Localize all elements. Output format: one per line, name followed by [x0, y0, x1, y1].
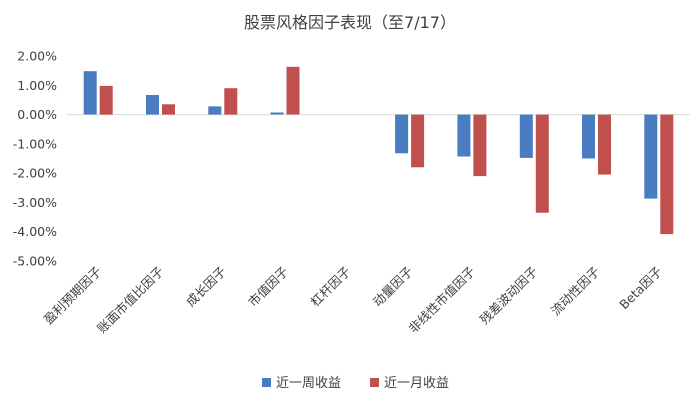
bar-month-7 — [535, 114, 549, 213]
x-category-label: 残差波动因子 — [477, 264, 541, 328]
legend: 近一周收益 近一月收益 — [262, 376, 449, 391]
bar-month-1 — [162, 104, 175, 115]
y-tick-label: -5.00% — [13, 254, 57, 269]
bar-month-2 — [224, 88, 238, 115]
x-category-label: 成长因子 — [183, 264, 229, 310]
x-category-label: Beta因子 — [616, 264, 665, 313]
bar-week-0 — [83, 71, 97, 115]
legend-swatch-month — [370, 378, 379, 387]
bar-week-1 — [146, 95, 159, 115]
x-category-label: 杠杆因子 — [307, 264, 353, 310]
bar-week-6 — [457, 114, 471, 157]
chart-title: 股票风格因子表现（至7/17） — [244, 13, 456, 32]
bar-month-0 — [99, 85, 113, 115]
bar-month-8 — [598, 114, 611, 175]
y-tick-label: 2.00% — [17, 49, 57, 64]
legend-swatch-week — [262, 378, 271, 387]
bars-group — [83, 66, 674, 235]
bar-week-8 — [582, 114, 595, 159]
y-tick-label: 0.00% — [17, 107, 57, 122]
y-tick-label: -3.00% — [13, 195, 57, 210]
x-category-label: 市值因子 — [245, 264, 291, 310]
bar-week-9 — [644, 114, 658, 199]
legend-label-month: 近一月收益 — [384, 376, 449, 391]
bar-month-3 — [286, 66, 300, 115]
bar-month-9 — [660, 114, 674, 235]
x-category-label: 流动性因子 — [548, 264, 603, 319]
bar-week-5 — [395, 114, 409, 154]
y-tick-label: -2.00% — [13, 166, 57, 181]
bar-week-7 — [519, 114, 533, 158]
x-category-label: 账面市值比因子 — [94, 264, 166, 336]
bar-month-5 — [411, 114, 425, 168]
x-category-label: 非线性市值因子 — [406, 264, 478, 336]
x-category-label: 动量因子 — [370, 264, 416, 310]
y-axis-tick-labels: 2.00% 1.00% 0.00% -1.00% -2.00% -3.00% -4.00% -… — [13, 49, 57, 269]
x-category-label: 盈利预期因子 — [41, 264, 105, 328]
bar-week-3 — [270, 112, 284, 115]
legend-label-week: 近一周收益 — [276, 376, 341, 391]
bar-week-2 — [208, 106, 222, 115]
y-tick-label: 1.00% — [17, 78, 57, 93]
y-tick-label: -4.00% — [13, 224, 57, 239]
bar-month-6 — [473, 114, 487, 177]
y-tick-label: -1.00% — [13, 136, 57, 151]
